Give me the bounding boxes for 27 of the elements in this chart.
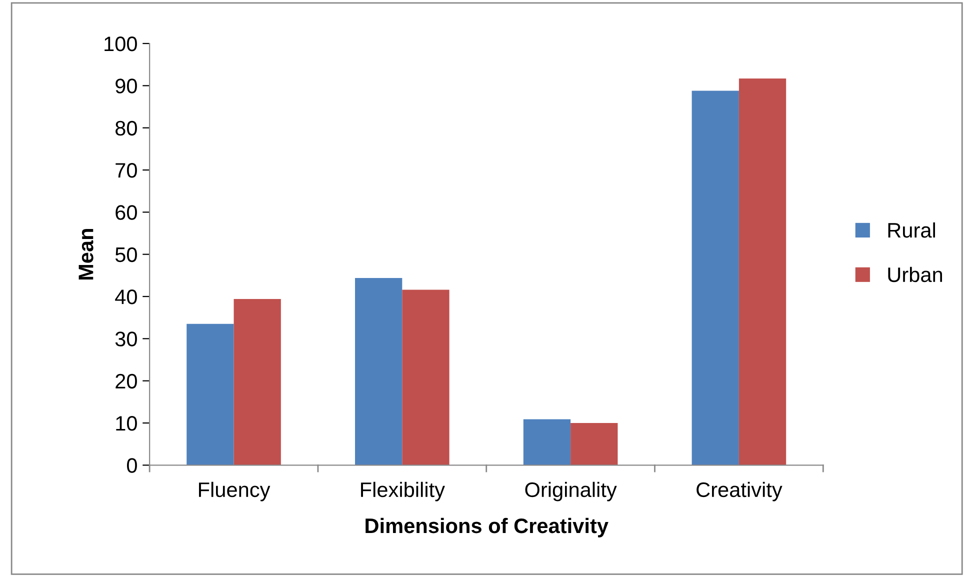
legend-label: Urban [888, 266, 942, 282]
bar [402, 290, 450, 466]
bar [523, 419, 571, 466]
y-tick-label: 70 [116, 163, 137, 178]
x-tick-label: Fluency [199, 482, 270, 502]
y-axis-title: Mean [78, 228, 94, 280]
bar [234, 299, 281, 466]
y-tick-label: 30 [115, 332, 137, 346]
bar [738, 78, 786, 466]
y-tick-label: 10 [116, 416, 137, 431]
y-tick-label: 80 [116, 120, 137, 136]
bar [186, 324, 234, 466]
legend-label: Rural [888, 222, 936, 238]
y-tick-label: 50 [115, 247, 137, 262]
bar [355, 278, 402, 466]
x-axis-title: Dimensions of Creativity [366, 518, 608, 538]
x-tick-label: Flexibility [361, 482, 445, 502]
y-tick-label: 100 [104, 36, 137, 52]
bar [692, 90, 739, 466]
x-tick-label: Creativity [696, 482, 782, 502]
y-tick-label: 90 [116, 78, 137, 94]
x-tick-label: Originality [525, 482, 617, 502]
y-tick-label: 0 [127, 458, 137, 473]
y-tick-label: 60 [116, 205, 137, 220]
y-tick-label: 40 [115, 289, 137, 304]
bar [570, 422, 618, 466]
y-tick-label: 20 [116, 374, 137, 389]
